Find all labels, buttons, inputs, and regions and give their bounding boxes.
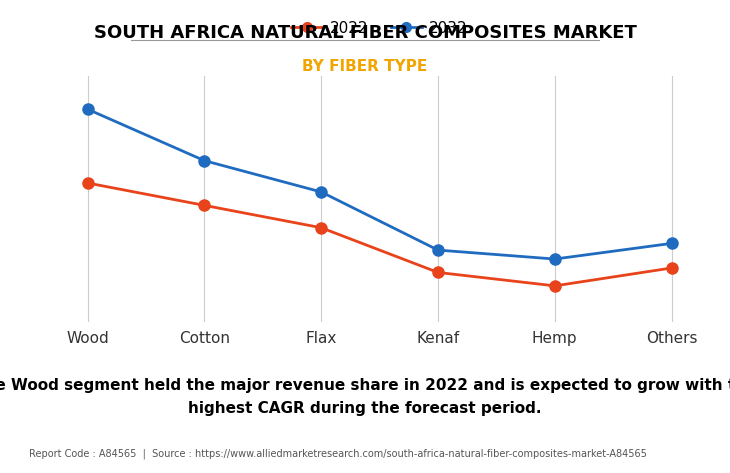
Text: The Wood segment held the major revenue share in 2022 and is expected to grow wi: The Wood segment held the major revenue … <box>0 378 730 416</box>
Text: SOUTH AFRICA NATURAL FIBER COMPOSITES MARKET: SOUTH AFRICA NATURAL FIBER COMPOSITES MA… <box>93 24 637 42</box>
Text: Report Code : A84565  |  Source : https://www.alliedmarketresearch.com/south-afr: Report Code : A84565 | Source : https://… <box>29 448 647 459</box>
Legend: 2022, 2032: 2022, 2032 <box>285 15 474 42</box>
Text: BY FIBER TYPE: BY FIBER TYPE <box>302 59 428 74</box>
